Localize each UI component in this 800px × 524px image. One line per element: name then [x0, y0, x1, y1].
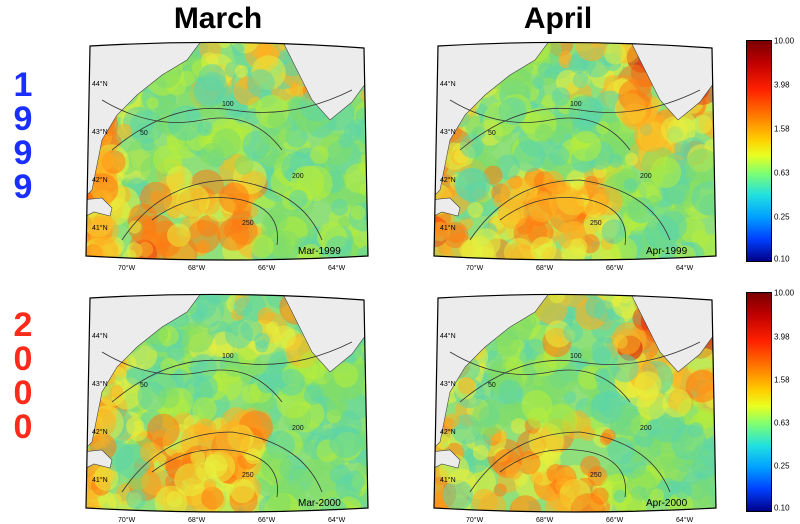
colorbar-tick: 0.63: [774, 168, 790, 178]
lat-label: 44°N: [92, 332, 108, 340]
lon-label: 70°W: [118, 264, 136, 272]
lon-label: 64°W: [676, 264, 694, 272]
lon-label: 66°W: [258, 516, 276, 524]
contour-label: 50: [140, 130, 148, 137]
lat-label: 43°N: [92, 128, 108, 136]
contour-label: 100: [570, 101, 582, 108]
lat-label: 41°N: [92, 224, 108, 232]
lon-label: 68°W: [536, 516, 554, 524]
colorbar-tick: 0.25: [774, 212, 790, 222]
contour-label: 200: [292, 425, 304, 432]
lat-label: 44°N: [440, 80, 456, 88]
lon-label: 70°W: [466, 264, 484, 272]
year-digit: 9: [13, 168, 33, 206]
contour-label: 250: [590, 220, 602, 227]
panel-date-label: Apr-1999: [646, 246, 688, 257]
contour-label: 50: [488, 382, 496, 389]
map-panel: 50 100 200 250 44°N 43°N 42°N 41°N 70°W 68°W 66°W 6…: [433, 41, 717, 272]
contour-label: 250: [242, 472, 254, 479]
lat-label: 44°N: [440, 332, 456, 340]
lon-label: 66°W: [258, 264, 276, 272]
year-digit: 0: [13, 374, 33, 412]
contour-label: 100: [222, 101, 234, 108]
map-panel: 50 100 200 250 44°N 43°N 42°N 41°N 70°W 68°W 66°W 6…: [85, 41, 369, 272]
colorbar-1999: 10.00 3.98 1.58 0.63 0.25 0.10: [738, 36, 800, 264]
panel-date-label: Apr-2000: [646, 498, 688, 509]
lon-label: 68°W: [536, 264, 554, 272]
lat-label: 41°N: [92, 476, 108, 484]
lat-label: 44°N: [92, 80, 108, 88]
colorbar-tick: 0.63: [774, 418, 790, 428]
colorbar-tick: 0.10: [774, 254, 790, 264]
lon-label: 64°W: [328, 264, 346, 272]
colorbar-tick: 3.98: [774, 80, 790, 90]
lon-label: 66°W: [606, 264, 624, 272]
panel-date-label: Mar-2000: [298, 498, 341, 509]
lat-label: 43°N: [92, 380, 108, 388]
lon-label: 68°W: [188, 516, 206, 524]
contour-label: 200: [292, 173, 304, 180]
colorbar-tick: 10.00: [774, 288, 795, 298]
lat-label: 42°N: [440, 176, 456, 184]
contour-label: 200: [640, 425, 652, 432]
column-title-march: March: [173, 2, 263, 35]
contour-label: 250: [590, 472, 602, 479]
contour-label: 100: [570, 353, 582, 360]
colorbar-tick: 0.10: [774, 503, 790, 513]
map-panel: 50 100 200 250 44°N 43°N 42°N 41°N 70°W 68°W 66°W 6…: [433, 293, 717, 524]
contour-label: 50: [140, 382, 148, 389]
column-title-april: April: [523, 2, 593, 35]
lat-label: 41°N: [440, 476, 456, 484]
contour-label: 250: [242, 220, 254, 227]
lon-label: 68°W: [188, 264, 206, 272]
lon-label: 64°W: [328, 516, 346, 524]
colorbar-tick: 1.58: [774, 375, 790, 385]
year-digit: 9: [13, 100, 33, 138]
contour-label: 100: [222, 353, 234, 360]
year-digit: 2: [13, 306, 33, 344]
year-digit: 1: [13, 66, 33, 104]
year-digit: 9: [13, 134, 33, 172]
year-digit: 0: [13, 408, 33, 446]
colorbar-tick: 1.58: [774, 124, 790, 134]
lat-label: 43°N: [440, 380, 456, 388]
year-label-1999: 1 9 9 9: [8, 68, 38, 204]
lon-label: 70°W: [118, 516, 136, 524]
panel-date-label: Mar-1999: [298, 246, 341, 257]
year-digit: 0: [13, 340, 33, 378]
contour-label: 50: [488, 130, 496, 137]
colorbar-gradient: [746, 40, 772, 262]
colorbar-tick: 0.25: [774, 461, 790, 471]
lon-label: 64°W: [676, 516, 694, 524]
colorbar-tick: 3.98: [774, 332, 790, 342]
lat-label: 42°N: [440, 428, 456, 436]
contour-label: 200: [640, 173, 652, 180]
lat-label: 43°N: [440, 128, 456, 136]
colorbar-gradient: [746, 292, 772, 512]
lat-label: 41°N: [440, 224, 456, 232]
lat-label: 42°N: [92, 428, 108, 436]
lon-label: 66°W: [606, 516, 624, 524]
lon-label: 70°W: [466, 516, 484, 524]
map-panel: 50 100 200 250 44°N 43°N 42°N 41°N 70°W 68°W 66°W 6…: [85, 293, 369, 524]
colorbar-2000: 10.00 3.98 1.58 0.63 0.25 0.10: [738, 288, 800, 514]
colorbar-tick: 10.00: [774, 36, 795, 46]
lat-label: 42°N: [92, 176, 108, 184]
year-label-2000: 2 0 0 0: [8, 308, 38, 444]
